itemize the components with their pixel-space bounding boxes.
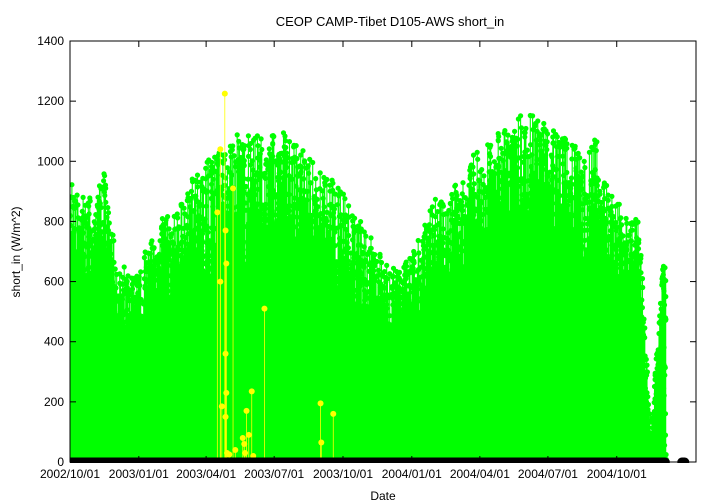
y-tick-label: 1000 (37, 154, 64, 168)
x-tick-label: 2003/10/01 (313, 467, 373, 481)
y-tick-label: 400 (44, 335, 64, 349)
x-tick-label: 2003/07/01 (244, 467, 304, 481)
flagged-point (232, 446, 239, 453)
flagged-point (222, 350, 229, 357)
flagged-point (226, 451, 233, 458)
flagged-point (222, 413, 229, 420)
flagged-point (317, 400, 324, 407)
y-tick-label: 200 (44, 395, 64, 409)
x-axis: 2002/10/01 2003/01/01 2003/04/01 2003/07/01… (40, 41, 647, 481)
flagged-point (218, 403, 225, 410)
y-tick-label: 1200 (37, 94, 64, 108)
x-tick-label: 2004/01/01 (382, 467, 442, 481)
flagged-point (261, 305, 268, 312)
flagged-point (318, 439, 325, 446)
series-flagged (214, 90, 337, 462)
series-good-points (70, 112, 669, 463)
x-tick-label: 2003/04/01 (176, 467, 236, 481)
flagged-point (330, 410, 337, 417)
flagged-point (217, 146, 224, 153)
series-good (70, 112, 669, 463)
flagged-point (248, 388, 255, 395)
flagged-point (230, 185, 237, 192)
flagged-point (214, 209, 221, 216)
flagged-point (222, 227, 229, 234)
plot-frame (69, 40, 697, 463)
flagged-point (245, 431, 252, 438)
flagged-point (250, 452, 257, 459)
y-tick-label: 800 (44, 214, 64, 228)
flagged-point (239, 434, 246, 441)
y-tick-label: 600 (44, 275, 64, 289)
y-axis: 0 200 400 600 800 1000 1200 1400 (37, 34, 696, 469)
y-tick-label: 1400 (37, 34, 64, 48)
flagged-point (242, 449, 249, 456)
flagged-point (223, 389, 230, 396)
y-axis-label: short_in (W/m^2) (9, 207, 23, 298)
flagged-point (221, 90, 228, 97)
x-axis-label: Date (370, 489, 396, 503)
flagged-point (241, 440, 248, 447)
x-tick-label: 2004/04/01 (450, 467, 510, 481)
x-tick-label: 2004/10/01 (587, 467, 647, 481)
x-tick-label: 2003/01/01 (109, 467, 169, 481)
flagged-point (243, 407, 250, 414)
flagged-point (223, 260, 230, 267)
flagged-point (217, 278, 224, 285)
data-layer (70, 90, 690, 463)
chart-title: CEOP CAMP-Tibet D105-AWS short_in (276, 14, 505, 29)
y-tick-label: 0 (57, 455, 64, 469)
x-tick-label: 2002/10/01 (40, 467, 100, 481)
x-tick-label: 2004/07/01 (518, 467, 578, 481)
